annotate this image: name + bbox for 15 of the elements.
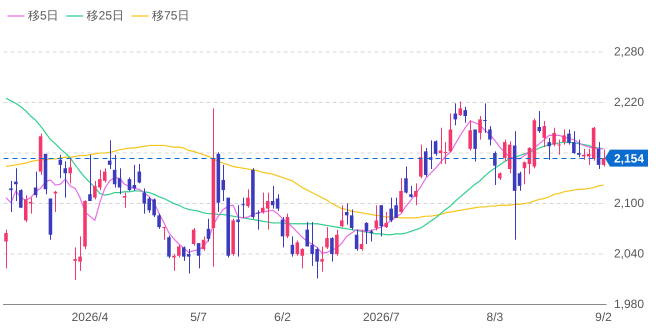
x-tick-label: 2026/4: [72, 310, 109, 324]
ref-line-label: 2,154: [614, 151, 644, 166]
x-tick-label: 6/2: [274, 310, 292, 324]
legend-label: 移75日: [152, 8, 190, 22]
x-tick-label: 8/3: [486, 310, 504, 324]
legend-label: 移25日: [86, 8, 124, 22]
x-tick-label: 9/2: [595, 310, 612, 324]
y-tick-label: 2,040: [614, 246, 644, 260]
y-tick-label: 2,220: [614, 94, 644, 109]
y-tick-label: 1,980: [614, 296, 644, 311]
y-tick-label: 2,280: [614, 44, 644, 58]
x-tick-label: 2026/7: [362, 310, 400, 324]
legend-label: 移5日: [28, 8, 59, 22]
y-tick-label: 2,100: [614, 196, 644, 210]
x-tick-label: 5/7: [190, 310, 208, 324]
